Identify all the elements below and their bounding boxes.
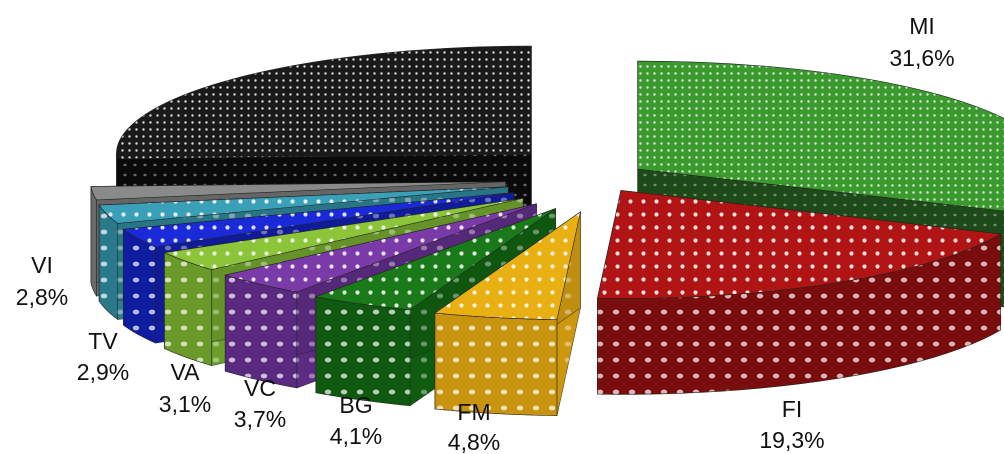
slice-label-vc-category: VC (244, 375, 276, 401)
slice-label-tv-value: 2,9% (77, 359, 129, 385)
slice-label-vi-value: 2,8% (16, 284, 68, 310)
slice-label-fm-value: 4,8% (448, 429, 500, 454)
slice-label-vc-value: 3,7% (234, 406, 286, 432)
slice-fi (597, 190, 1002, 395)
slice-label-va-value: 3,1% (159, 391, 211, 417)
pie-slices (90, 45, 1004, 417)
slice-label-vi-category: VI (31, 252, 53, 278)
slice-fm (434, 211, 581, 417)
slice-label-fm-category: FM (457, 399, 490, 425)
slice-label-bg-category: BG (339, 392, 372, 418)
pie-labels: MI 31,6% FI 19,3% FM 4,8% BG 4,1% VC 3,7… (16, 13, 955, 454)
slice-label-fi-value: 19,3% (759, 427, 824, 453)
slice-label-va-category: VA (171, 359, 201, 385)
slice-label-mi-value: 31,6% (889, 45, 954, 71)
slice-label-mi-category: MI (909, 13, 935, 39)
slice-label-fi-category: FI (782, 396, 802, 422)
slice-label-bg-value: 4,1% (330, 423, 382, 449)
slice-label-tv-category: TV (88, 328, 118, 354)
